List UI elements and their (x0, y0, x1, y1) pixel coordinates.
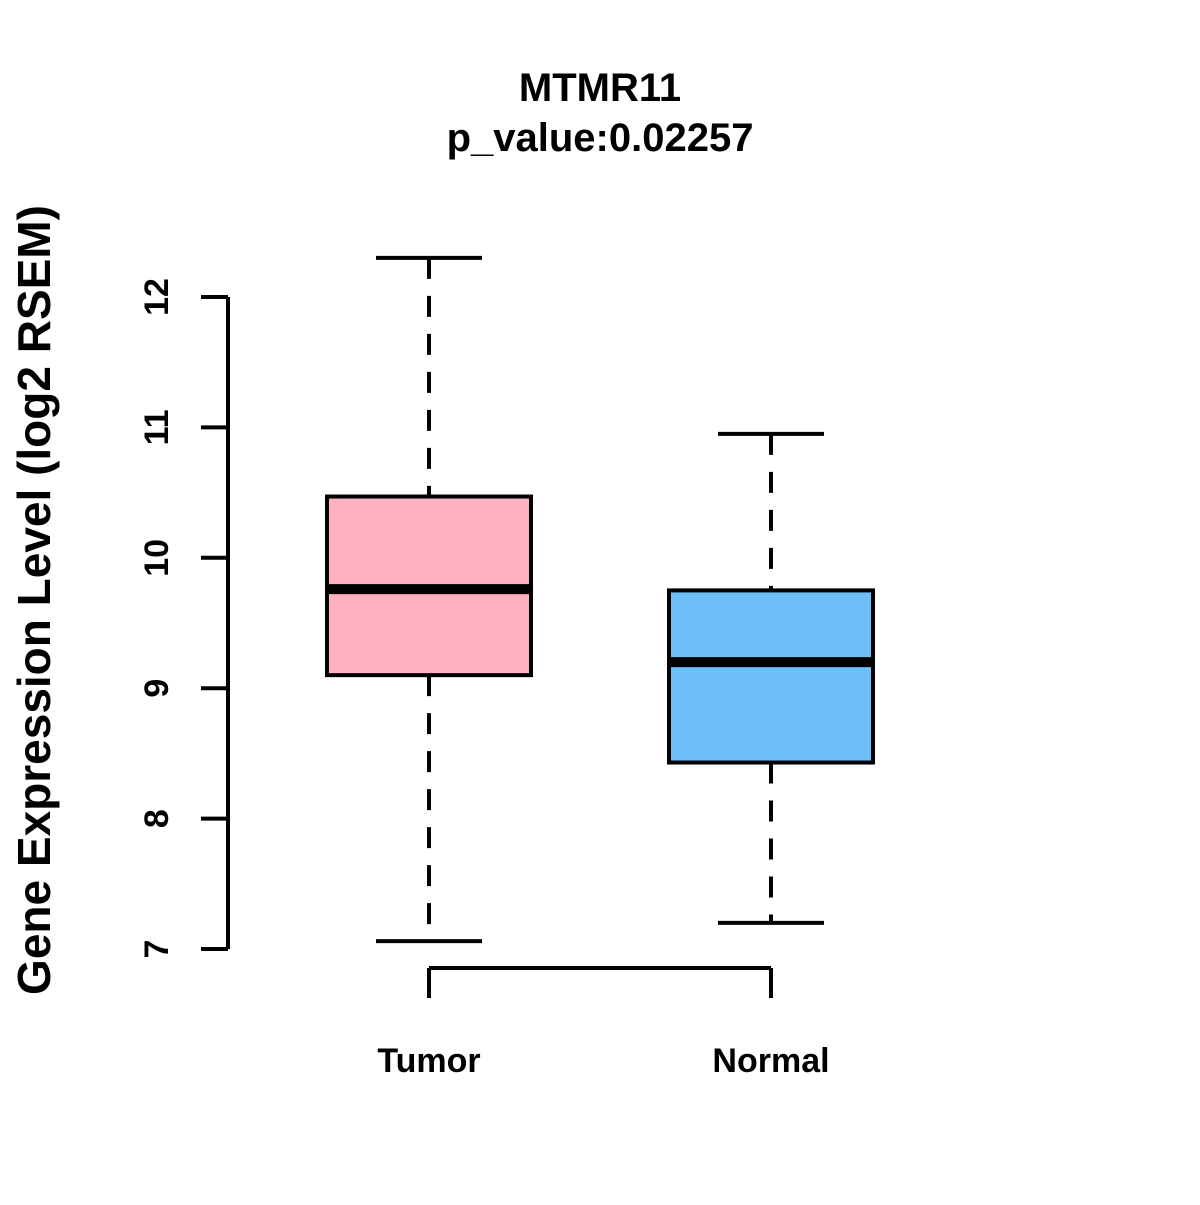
axes-layer (201, 295, 773, 998)
iqr-box-normal (667, 588, 875, 765)
chart-title: MTMR11 (519, 66, 681, 110)
category-label-tumor: Tumor (377, 1042, 480, 1080)
box-group-tumor (325, 255, 533, 944)
y-tick-label: 12 (138, 278, 176, 316)
y-tick-label: 9 (138, 679, 176, 698)
chart-subtitle-pvalue: p_value:0.02257 (447, 116, 754, 160)
y-tick-label: 11 (138, 409, 176, 445)
boxes-layer (325, 255, 875, 944)
category-label-normal: Normal (712, 1042, 829, 1080)
y-tick-label: 7 (138, 940, 176, 959)
labels-layer: 7 8 9 10 11 12 Tumor Normal (138, 278, 830, 1080)
y-axis-title: Gene Expression Level (log2 RSEM) (8, 205, 60, 995)
box-group-normal (667, 431, 875, 925)
y-tick-label: 10 (138, 539, 176, 577)
y-tick-label: 8 (138, 809, 176, 828)
